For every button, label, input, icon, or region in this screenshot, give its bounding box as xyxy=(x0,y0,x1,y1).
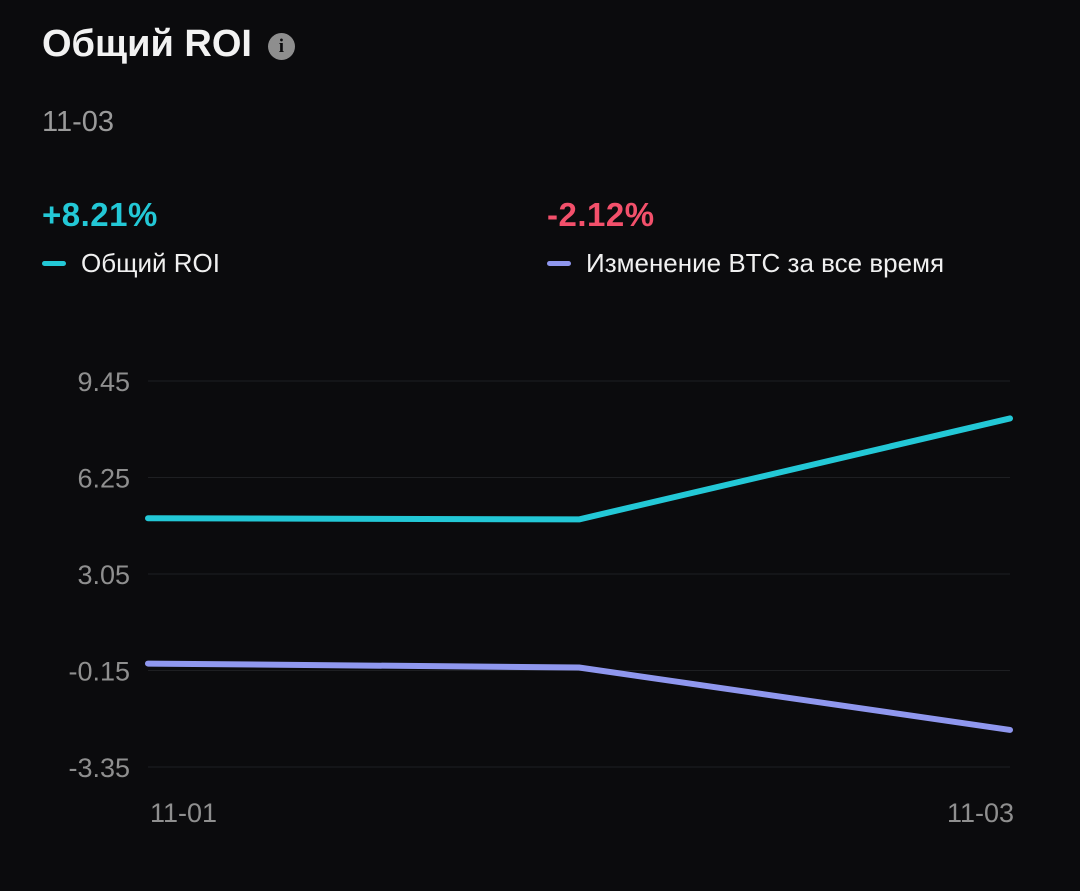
roi-line-swatch-icon xyxy=(42,261,66,266)
roi-value: +8.21% xyxy=(42,196,158,233)
x-axis-label-end: 11-03 xyxy=(947,798,1014,828)
y-axis-tick-label: 3.05 xyxy=(77,560,130,590)
y-axis-tick-label: -0.15 xyxy=(68,657,130,687)
y-axis-tick-label: 6.25 xyxy=(77,464,130,494)
btc-line-swatch-icon xyxy=(547,261,571,266)
roi-legend-label: Общий ROI xyxy=(81,248,221,278)
x-axis-label-start: 11-01 xyxy=(150,798,217,828)
roi-chart[interactable]: 9.45 6.25 3.05 -0.15 -3.35 11-01 11-03 xyxy=(0,340,1080,891)
page-title: Общий ROI xyxy=(42,23,252,65)
series-line-0 xyxy=(145,415,1013,523)
roi-legend-row: Общий ROI xyxy=(42,248,220,279)
btc-legend-row: Изменение BTC за все время xyxy=(547,248,944,279)
legend-btc[interactable]: -2.12% Изменение BTC за все время xyxy=(547,196,944,279)
series-line-1 xyxy=(145,660,1013,733)
info-icon[interactable]: i xyxy=(267,33,295,61)
chart-date: 11-03 xyxy=(42,106,115,138)
y-axis-tick-label: 9.45 xyxy=(77,367,130,397)
btc-value: -2.12% xyxy=(547,196,655,233)
y-axis-tick-label: -3.35 xyxy=(68,753,130,783)
legend-roi[interactable]: +8.21% Общий ROI xyxy=(42,196,220,279)
header: Общий ROI i xyxy=(42,23,295,66)
btc-legend-label: Изменение BTC за все время xyxy=(586,248,945,278)
info-icon-glyph: i xyxy=(278,36,285,58)
